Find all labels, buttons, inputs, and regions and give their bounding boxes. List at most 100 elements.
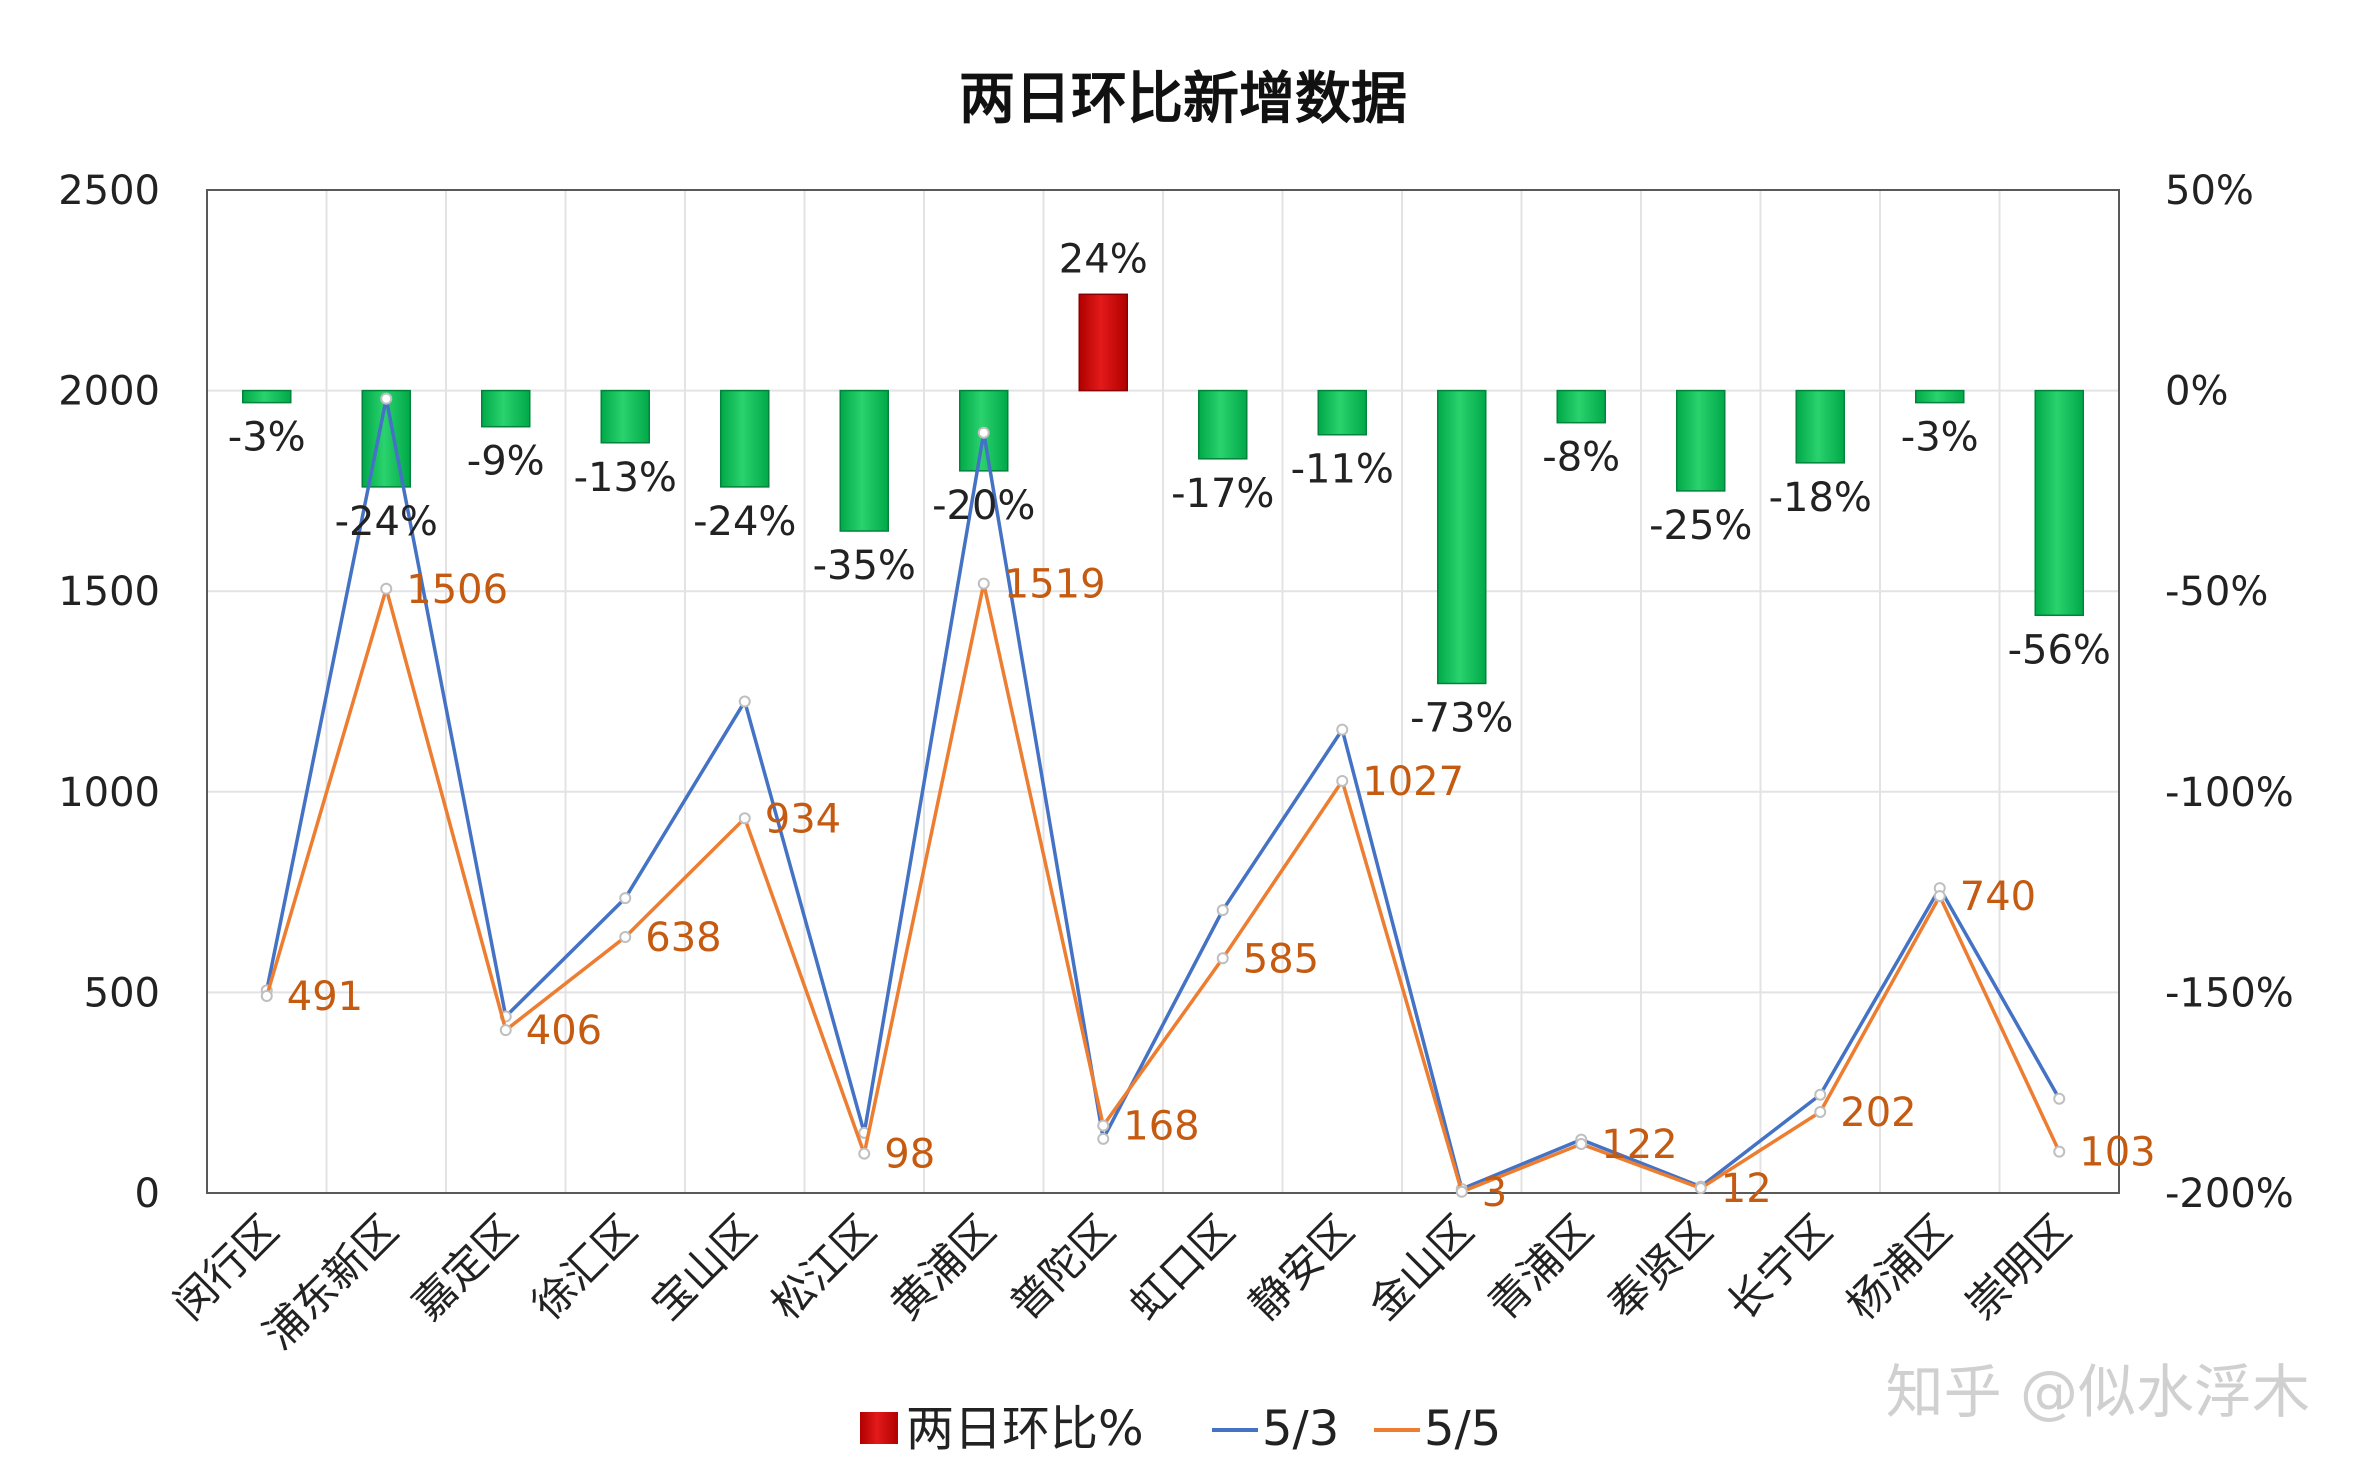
plot-area-border [206, 189, 2120, 1194]
value-label: 740 [1960, 874, 2036, 920]
point-5/5 [499, 1024, 512, 1037]
category-label: 静安区 [1240, 1205, 1364, 1329]
right-tick-label: -100% [2165, 770, 2294, 816]
bar-label: -3% [228, 415, 306, 461]
bar-奉贤区 [1676, 389, 1726, 492]
category-label: 松江区 [762, 1205, 886, 1329]
category-label: 金山区 [1359, 1205, 1483, 1329]
value-label: 585 [1243, 936, 1319, 982]
point-5/5 [1694, 1182, 1707, 1195]
point-5/3 [1336, 723, 1349, 736]
gridlines [207, 190, 2119, 1193]
right-tick-label: 50% [2165, 168, 2254, 214]
legend: 两日环比% 5/3 5/5 [860, 1401, 1501, 1457]
left-tick-label: 2000 [58, 369, 160, 415]
value-label: 12 [1721, 1166, 1772, 1212]
bar-label: -56% [2008, 627, 2111, 673]
left-tick-label: 1500 [58, 569, 160, 615]
bar-label: -73% [1410, 695, 1513, 741]
bar-label: -24% [335, 499, 438, 545]
value-label: 1027 [1362, 759, 1464, 805]
watermark-text: 知乎 @似水浮木 [1886, 1358, 2310, 1426]
bar-长宁区 [1795, 389, 1845, 464]
legend-label-55: 5/5 [1424, 1401, 1501, 1457]
bar-嘉定区 [481, 389, 531, 428]
bar-静安区 [1317, 389, 1367, 436]
legend-label-53: 5/3 [1262, 1401, 1339, 1457]
bar-松江区 [839, 389, 889, 532]
category-label: 虹口区 [1120, 1205, 1244, 1329]
point-5/3 [2053, 1092, 2066, 1105]
line-5/5 [265, 582, 2061, 1195]
bar-闵行区 [242, 389, 292, 404]
bar-青浦区 [1556, 389, 1606, 424]
category-label: 杨浦区 [1837, 1205, 1961, 1329]
value-label: 3 [1482, 1170, 1507, 1216]
bar-宝山区 [720, 389, 770, 488]
category-label: 奉贤区 [1598, 1205, 1722, 1329]
value-label: 1506 [406, 567, 508, 613]
left-tick-label: 0 [135, 1171, 160, 1217]
bar-label: -8% [1542, 435, 1620, 481]
point-5/3 [1814, 1088, 1827, 1101]
point-5/3 [1216, 904, 1229, 917]
bar-label: -3% [1901, 415, 1979, 461]
value-label: 98 [884, 1132, 935, 1178]
point-5/5 [1455, 1185, 1468, 1198]
value-label: 1519 [1004, 562, 1106, 608]
category-label: 青浦区 [1479, 1205, 1603, 1329]
bar-label: -17% [1171, 471, 1274, 517]
line-5/3 [265, 398, 2061, 1192]
point-5/5 [1097, 1119, 1110, 1132]
line-data-labels: 491 1506 406 638 934 98 1519 168 585 1027 3 122 12 20… [287, 562, 2156, 1216]
left-axis-ticks: 0 500 1000 1500 2000 2500 [58, 168, 160, 1217]
point-5/5 [1933, 890, 1946, 903]
value-label: 638 [645, 915, 721, 961]
point-5/5 [380, 582, 393, 595]
point-5/5 [1575, 1138, 1588, 1151]
line-series [260, 392, 2066, 1198]
legend-swatch-ratio [860, 1412, 898, 1444]
bar-普陀区 [1078, 293, 1128, 392]
category-label: 黄浦区 [881, 1205, 1005, 1329]
bar-虹口区 [1198, 389, 1248, 460]
category-label: 徐汇区 [523, 1205, 647, 1329]
right-axis-ticks: -200% -150% -100% -50% 0% 50% [2165, 168, 2294, 1217]
bar-label: 24% [1059, 236, 1148, 282]
legend-item-55: 5/5 [1374, 1401, 1501, 1457]
bar-崇明区 [2034, 389, 2084, 617]
bar-label: -20% [932, 483, 1035, 529]
chart-title: 两日环比新增数据 [959, 67, 1407, 132]
bar-label: -9% [467, 439, 545, 485]
right-tick-label: -50% [2165, 569, 2268, 615]
category-label: 浦东新区 [254, 1205, 407, 1358]
point-5/3 [738, 695, 751, 708]
bar-label: -18% [1769, 475, 1872, 521]
bar-label: -25% [1649, 503, 1752, 549]
point-5/5 [738, 812, 751, 825]
point-5/5 [260, 990, 273, 1003]
bar-杨浦区 [1915, 389, 1965, 404]
legend-label-ratio: 两日环比% [906, 1401, 1144, 1457]
value-label: 406 [526, 1008, 602, 1054]
value-label: 122 [1601, 1122, 1677, 1168]
bar-label: -24% [693, 499, 796, 545]
category-label: 崇明区 [1957, 1205, 2081, 1329]
point-5/3 [619, 892, 632, 905]
point-5/5 [2053, 1145, 2066, 1158]
bar-label: -11% [1291, 447, 1394, 493]
value-label: 103 [2079, 1130, 2155, 1176]
point-5/5 [977, 577, 990, 590]
point-5/5 [1336, 774, 1349, 787]
legend-item-53: 5/3 [1212, 1401, 1339, 1457]
point-5/5 [619, 931, 632, 944]
value-label: 934 [765, 796, 841, 842]
category-labels: 闵行区浦东新区嘉定区徐汇区宝山区松江区黄浦区普陀区虹口区静安区金山区青浦区奉贤区… [164, 1205, 2080, 1358]
left-tick-label: 500 [84, 970, 160, 1016]
category-label: 普陀区 [1001, 1205, 1125, 1329]
value-label: 491 [287, 974, 363, 1020]
category-label: 长宁区 [1718, 1205, 1842, 1329]
bar-金山区 [1437, 389, 1487, 685]
left-tick-label: 1000 [58, 770, 160, 816]
